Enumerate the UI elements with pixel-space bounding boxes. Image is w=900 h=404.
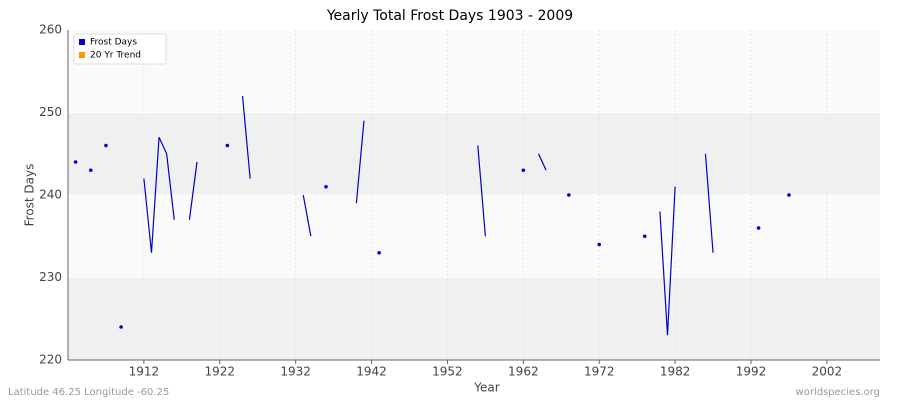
data-point xyxy=(787,193,791,197)
data-point xyxy=(377,250,381,255)
x-tick-label: 1952 xyxy=(432,365,463,379)
data-point xyxy=(73,160,78,164)
x-tick-label: 1942 xyxy=(356,365,387,379)
data-point xyxy=(324,184,328,189)
chart-title: Yearly Total Frost Days 1903 - 2009 xyxy=(326,8,573,24)
x-tick-label: 1922 xyxy=(205,365,236,379)
data-point xyxy=(88,168,93,173)
line-piece xyxy=(143,136,175,253)
data-point xyxy=(567,193,571,197)
x-tick-label: 1912 xyxy=(129,365,160,379)
x-tick-label: 1972 xyxy=(584,365,615,379)
data-point xyxy=(642,234,647,239)
legend-label: 20 Yr Trend xyxy=(90,51,141,61)
line-piece xyxy=(188,161,198,220)
line-piece xyxy=(537,153,547,171)
legend-swatch xyxy=(79,52,85,58)
y-tick-label: 220 xyxy=(39,353,62,367)
x-tick-label: 1982 xyxy=(660,365,691,379)
line-piece xyxy=(659,186,676,336)
line-piece xyxy=(355,120,365,204)
x-tick-label: 2002 xyxy=(812,365,843,379)
data-point xyxy=(104,143,108,148)
footer-right: worldspecies.org xyxy=(796,387,880,398)
footer-left: Latitude 46.25 Longitude -60.25 xyxy=(8,387,169,398)
line-piece xyxy=(704,153,714,253)
legend-swatch xyxy=(79,39,85,45)
grid-band xyxy=(68,277,880,360)
x-tick-label: 1932 xyxy=(280,365,311,379)
data-point xyxy=(225,143,230,148)
y-tick-label: 260 xyxy=(39,23,62,37)
grid-band xyxy=(68,112,880,195)
data-point xyxy=(756,226,761,230)
legend-label: Frost Days xyxy=(90,38,137,48)
y-tick-label: 230 xyxy=(39,270,62,284)
data-point xyxy=(597,242,602,247)
data-point xyxy=(119,325,123,329)
legend-box xyxy=(73,33,167,65)
data-point xyxy=(521,168,526,173)
x-axis-label: Year xyxy=(473,381,499,395)
line-piece xyxy=(477,145,486,237)
x-tick-label: 1992 xyxy=(736,365,767,379)
line-piece xyxy=(302,194,312,237)
x-tick-label: 1962 xyxy=(508,365,539,379)
y-axis-label: Frost Days xyxy=(23,164,37,227)
y-tick-label: 250 xyxy=(39,105,62,119)
line-piece xyxy=(241,95,251,179)
y-tick-label: 240 xyxy=(39,188,62,202)
